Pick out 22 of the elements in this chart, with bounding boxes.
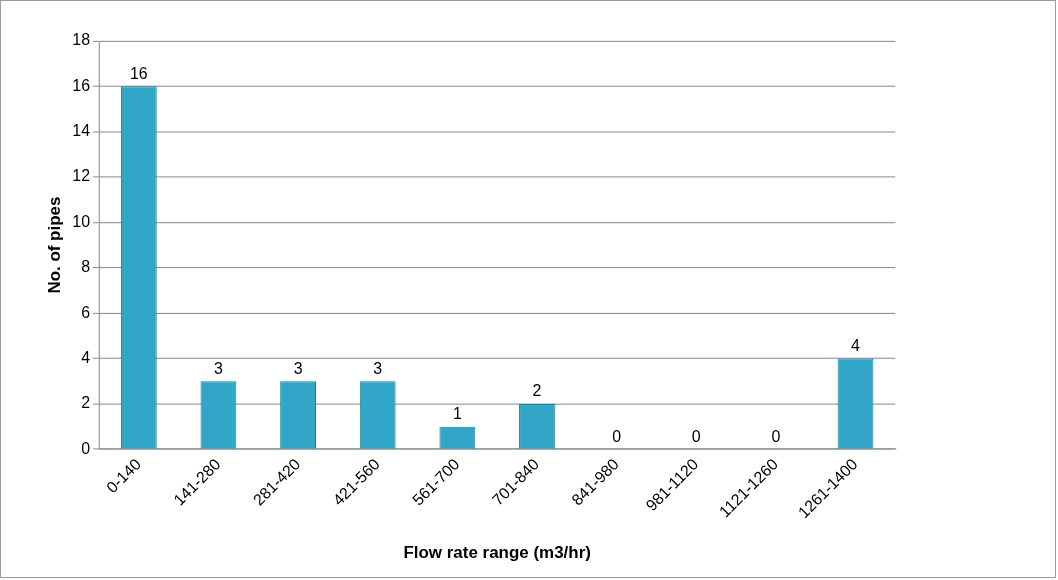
- data-label: 3: [293, 359, 303, 377]
- y-tick-label: 10: [72, 212, 91, 230]
- y-tick-label: 8: [81, 258, 91, 276]
- data-label: 2: [532, 382, 542, 400]
- y-tick-label: 14: [72, 122, 91, 140]
- data-label: 1: [452, 405, 462, 423]
- y-tick-label: 6: [81, 303, 91, 321]
- x-axis-title: Flow rate range (m3/hr): [403, 542, 591, 562]
- data-label: 0: [612, 427, 622, 445]
- y-tick-label: 0: [81, 439, 91, 457]
- data-label: 0: [771, 427, 781, 445]
- data-label: 3: [373, 359, 383, 377]
- y-tick-label: 12: [72, 167, 91, 185]
- y-tick-label: 18: [72, 31, 91, 49]
- data-label: 3: [214, 359, 224, 377]
- y-tick-label: 16: [72, 76, 91, 94]
- y-tick-label: 2: [81, 394, 91, 412]
- data-label: 16: [129, 64, 148, 82]
- y-tick-label: 4: [81, 348, 91, 366]
- data-label: 4: [851, 337, 861, 355]
- data-label: 0: [691, 427, 701, 445]
- y-axis-title: No. of pipes: [44, 196, 64, 294]
